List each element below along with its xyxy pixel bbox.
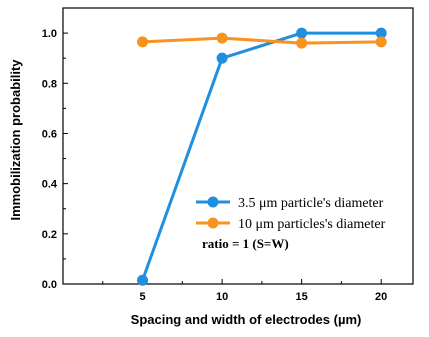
y-axis-title: Immobilization probability bbox=[8, 59, 23, 221]
axis-ticks: 0.0 0.2 0.4 0.6 0.8 1.0 5 10 15 20 bbox=[42, 7, 387, 303]
legend-swatch-marker bbox=[207, 196, 219, 208]
data-point bbox=[137, 274, 149, 286]
data-point bbox=[375, 27, 387, 39]
data-point bbox=[296, 27, 308, 39]
y-tick-label: 1.0 bbox=[42, 28, 57, 40]
x-tick-label: 10 bbox=[216, 291, 228, 303]
ratio-annotation: ratio = 1 (S=W) bbox=[202, 236, 289, 251]
x-axis-title: Spacing and width of electrodes (µm) bbox=[131, 312, 362, 327]
series-layer bbox=[137, 27, 387, 286]
data-point bbox=[216, 32, 228, 44]
data-point bbox=[216, 52, 228, 64]
x-tick-label: 15 bbox=[296, 291, 308, 303]
x-tick-label: 20 bbox=[375, 291, 387, 303]
data-point bbox=[137, 36, 149, 48]
data-point bbox=[296, 37, 308, 49]
legend-swatch-marker bbox=[207, 217, 219, 229]
legend: 3.5 μm particle's diameter 10 μm particle… bbox=[196, 196, 386, 251]
series-2 bbox=[137, 32, 387, 49]
series-line bbox=[141, 31, 382, 281]
y-tick-label: 0.6 bbox=[42, 128, 57, 140]
y-tick-label: 0.2 bbox=[42, 229, 57, 241]
data-point bbox=[375, 36, 387, 48]
y-tick-label: 0.8 bbox=[42, 78, 57, 90]
plot-frame bbox=[62, 7, 414, 285]
y-tick-label: 0.4 bbox=[42, 179, 58, 191]
series-1 bbox=[137, 27, 387, 286]
legend-label: 3.5 μm particle's diameter bbox=[238, 196, 384, 211]
x-tick-label: 5 bbox=[139, 291, 145, 303]
series-line bbox=[142, 36, 382, 45]
legend-label: 10 μm particles's diameter bbox=[238, 217, 386, 232]
plot-border bbox=[62, 7, 414, 285]
y-tick-label: 0.0 bbox=[42, 279, 57, 291]
